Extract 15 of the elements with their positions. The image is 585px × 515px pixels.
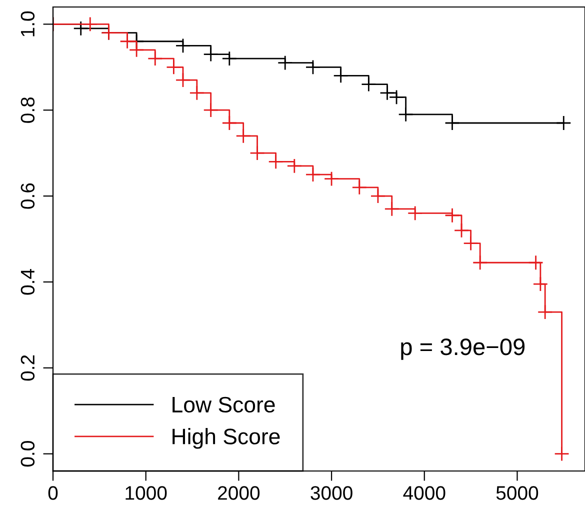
annotation: p = 3.9e−09	[401, 338, 525, 360]
y-tick-label: 0.0	[20, 441, 35, 467]
y-tick-label: 1.0	[20, 11, 35, 36]
legend-label: High Score	[172, 428, 280, 449]
x-tick-label: 5000	[496, 486, 538, 500]
y-tick-label: 0.4	[20, 269, 35, 295]
y-tick-label: 0.6	[20, 183, 35, 209]
x-tick-label: 4000	[403, 486, 446, 500]
x-tick-label: 1000	[126, 486, 167, 500]
x-tick-label: 2000	[218, 486, 260, 500]
x-tick-label: 0	[48, 486, 58, 500]
y-tick-label: 0.8	[20, 97, 35, 123]
y-tick-label: 0.2	[20, 355, 35, 381]
legend-label: Low Score	[172, 396, 275, 413]
x-tick-label: 3000	[310, 486, 352, 500]
